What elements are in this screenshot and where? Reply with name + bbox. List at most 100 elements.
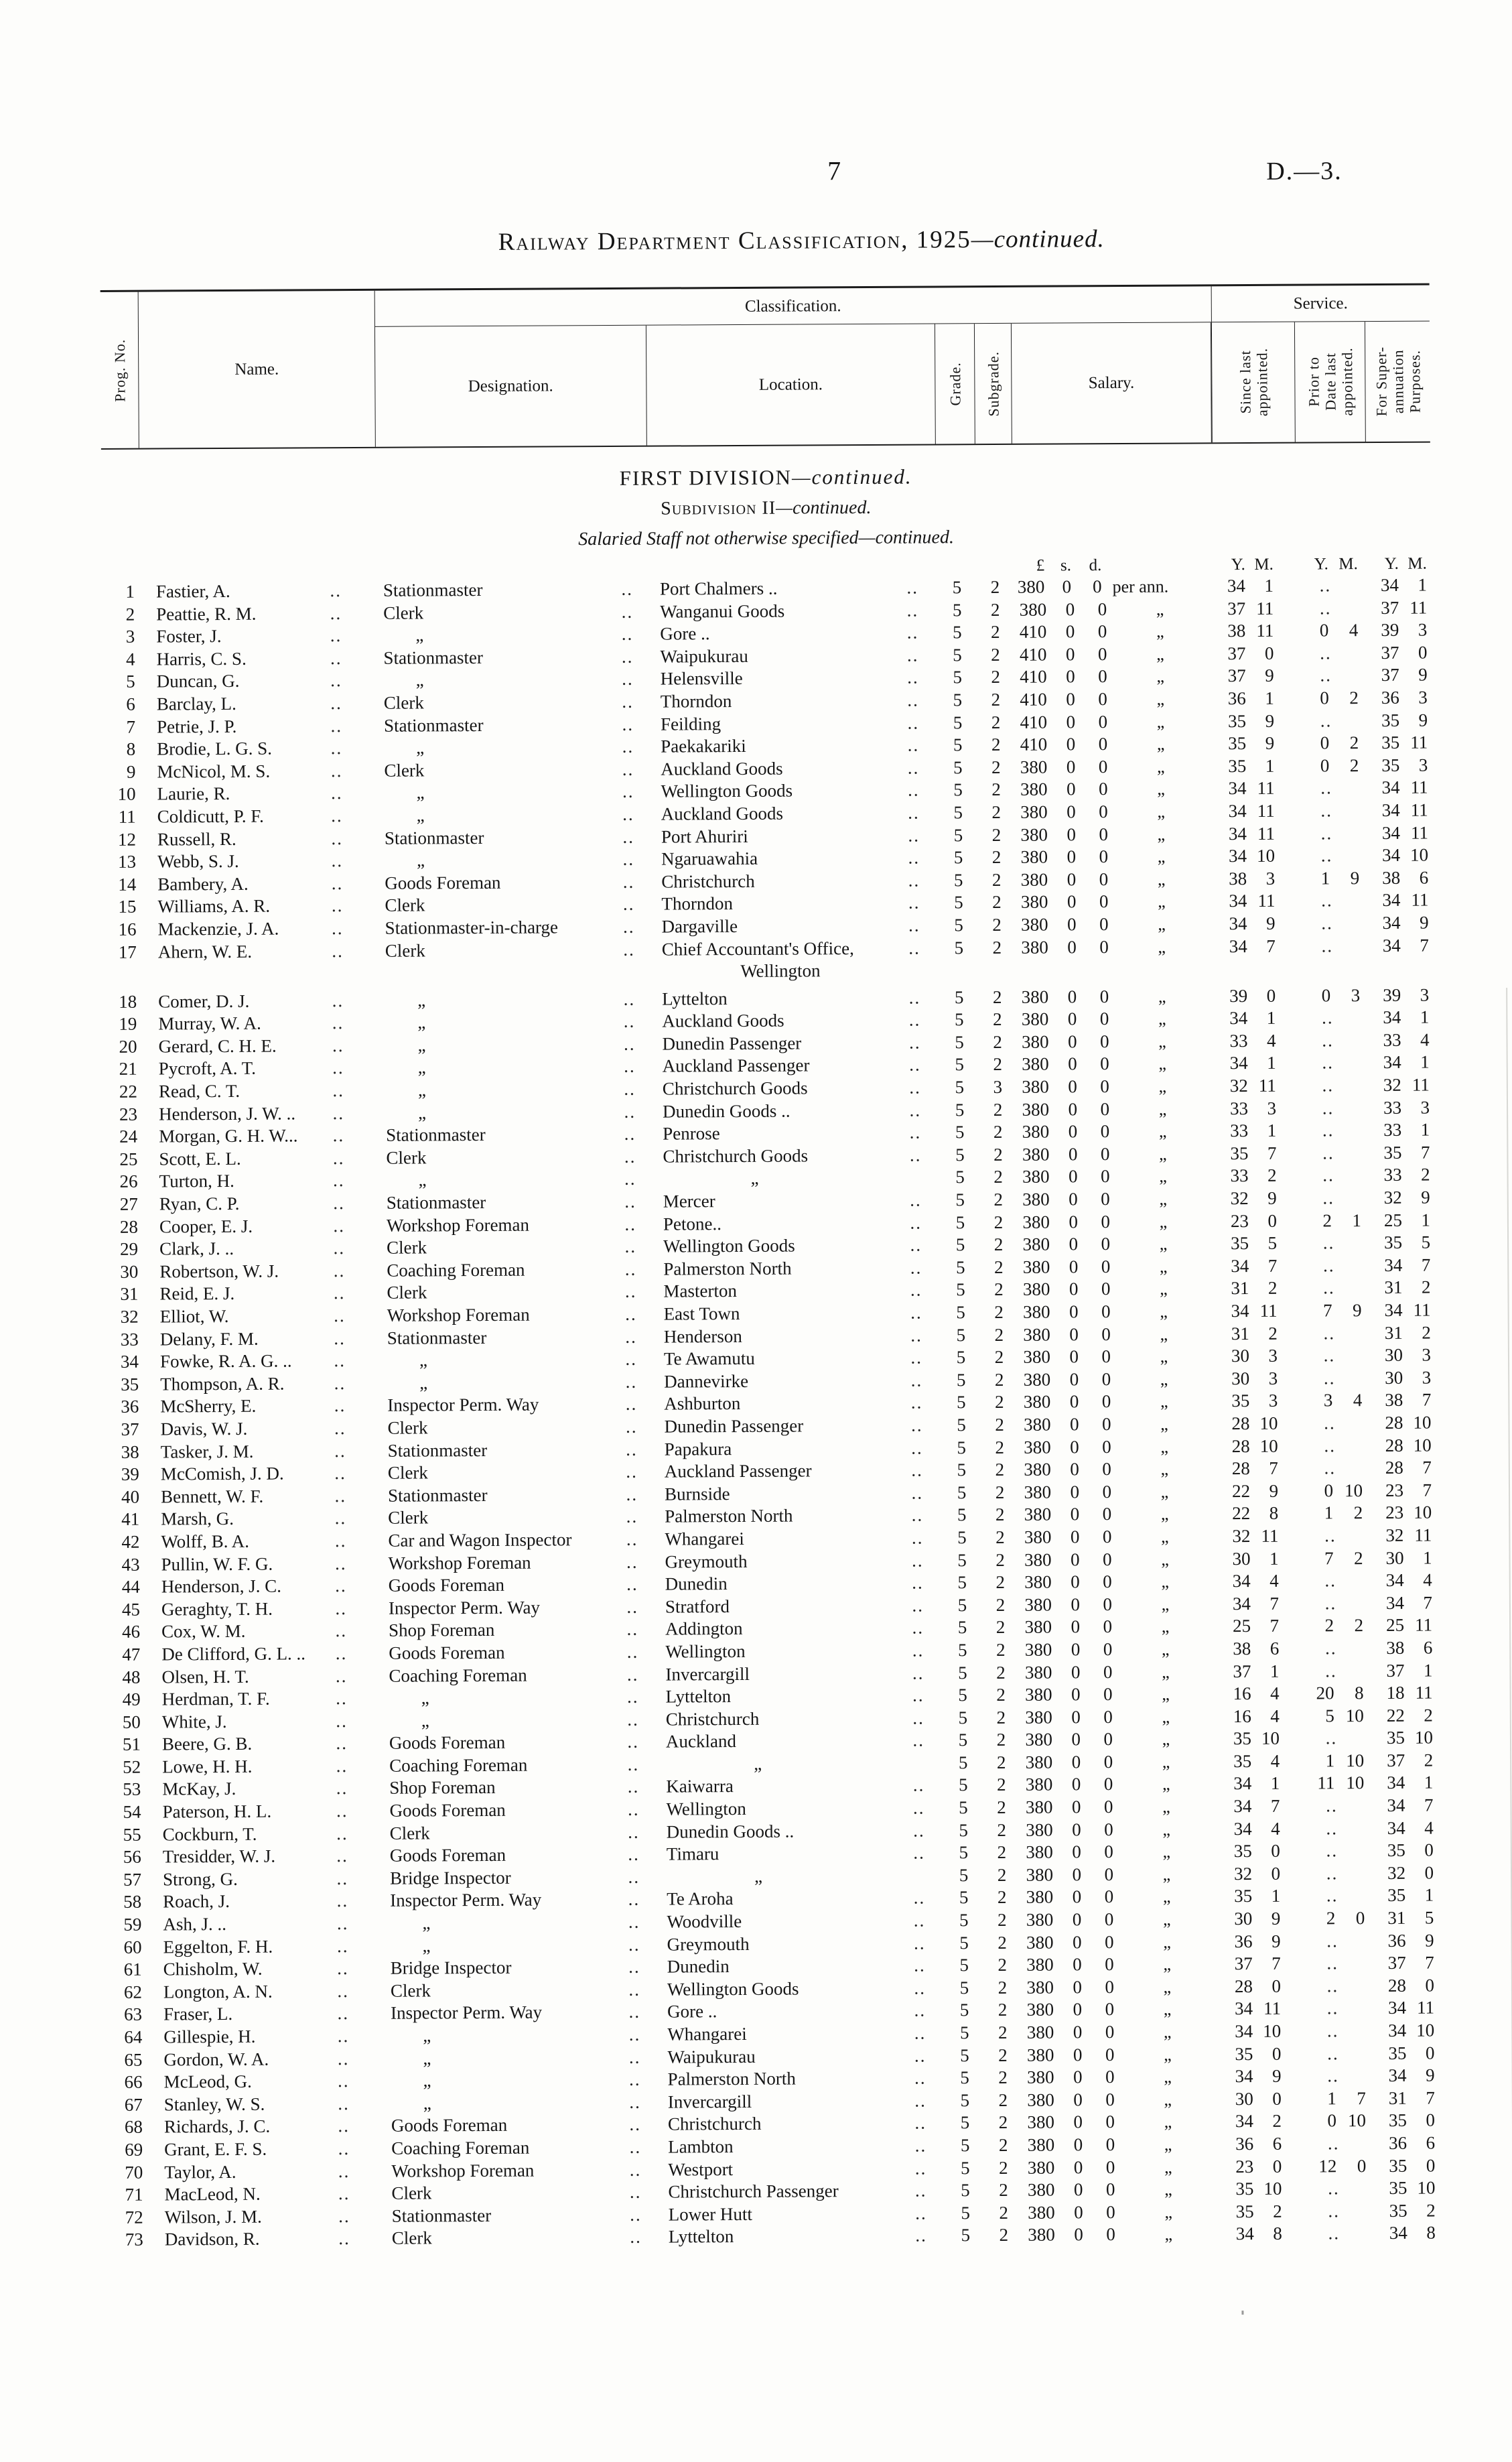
cell-designation: Inspector Perm. Way..: [381, 1393, 652, 1417]
location-value: Dunedin Goods ..: [662, 1100, 791, 1122]
ditto-mark: „: [1164, 2134, 1172, 2154]
salary-shillings: 0: [1072, 1909, 1082, 1930]
dot-leader: ..: [330, 580, 342, 601]
cell-name: McSherry, E...: [144, 1395, 381, 1418]
location-value: Auckland Goods: [661, 803, 784, 824]
location-value: Palmerston North: [663, 1258, 792, 1279]
prog-no-value: 29: [120, 1238, 139, 1260]
cell-designation: „..: [381, 1370, 652, 1395]
cell-salary: 380 0 0 „: [1019, 1616, 1219, 1639]
cell-name: Webb, S. J...: [141, 850, 378, 873]
name-value: Marsh, G.: [161, 1508, 234, 1529]
dot-leader: ..: [624, 1169, 636, 1189]
cell-designation: „..: [383, 1708, 654, 1732]
cell-designation: Coaching Foreman..: [383, 1754, 654, 1778]
salary-shillings: 0: [1072, 1864, 1082, 1885]
ditto-mark: „: [1164, 2202, 1173, 2222]
prog-no-value: 23: [119, 1104, 138, 1124]
dot-leader: ..: [337, 2048, 350, 2069]
cell-subgrade: 2: [979, 1053, 1016, 1076]
cell-service-prior: ..: [1303, 1930, 1373, 1953]
dot-leader: ..: [628, 1889, 640, 1910]
subgrade-value: 2: [994, 1369, 1004, 1390]
since-months: 7: [1269, 1593, 1279, 1614]
cell-location: Port Chalmers ....: [648, 576, 937, 600]
since-years: 16: [1233, 1683, 1251, 1704]
cell-location: Christchurch Passenger..: [656, 2180, 945, 2204]
salary-pounds: 410: [1020, 666, 1047, 688]
cell-service-prior: ..: [1300, 1322, 1371, 1345]
blank-mark: ..: [1322, 1007, 1334, 1028]
ditto-mark: „: [1160, 1504, 1169, 1525]
name-value: Robertson, W. J.: [159, 1260, 279, 1282]
cell-salary: 380 0 0 „: [1020, 1818, 1220, 1841]
ditto-mark: „: [1160, 1301, 1168, 1321]
subgrade-value: 2: [996, 1685, 1006, 1705]
cell-salary: 380 0 0 „: [1015, 823, 1215, 846]
ditto-mark: „: [1161, 1639, 1170, 1659]
dot-leader: ..: [337, 1980, 350, 2001]
since-years: 36: [1227, 688, 1246, 709]
grade-value: 5: [953, 802, 963, 823]
cell-grade: 5: [939, 914, 979, 937]
cell-grade: 5: [943, 1774, 983, 1797]
header-prior-appointed: Prior to Date last appointed.: [1294, 322, 1366, 442]
since-years: 34: [1228, 778, 1247, 799]
prog-no-value: 11: [118, 806, 136, 827]
cell-grade: 5: [939, 801, 978, 824]
salary-pence: 0: [1105, 2089, 1115, 2110]
super-years: 35: [1386, 1728, 1405, 1748]
blank-mark: ..: [1327, 2065, 1339, 2086]
cell-designation: Clerk..: [381, 1506, 652, 1530]
salary-shillings: 0: [1073, 2089, 1083, 2110]
cell-designation: „..: [377, 781, 648, 805]
cell-designation: Workshop Foreman..: [382, 1551, 653, 1575]
name-value: Mackenzie, J. A.: [157, 918, 279, 940]
since-months: 9: [1267, 1187, 1277, 1208]
super-months: 11: [1410, 777, 1428, 798]
dot-leader: ..: [907, 667, 919, 688]
cell-location: Lambton..: [656, 2134, 945, 2158]
cell-grade: 5: [945, 1977, 984, 2000]
cell-designation: Clerk..: [379, 938, 650, 962]
super-years: 34: [1387, 1817, 1405, 1838]
header-designation: Designation.: [374, 325, 647, 447]
dot-leader: ..: [331, 895, 344, 916]
grade-value: 5: [953, 779, 963, 800]
ditto-mark: „: [1158, 1099, 1167, 1119]
since-years: 35: [1230, 1143, 1249, 1164]
cell-grade: 5: [937, 599, 977, 622]
super-years: 39: [1383, 984, 1401, 1005]
cell-prog-no: 28: [105, 1216, 143, 1238]
cell-service-prior: ..: [1298, 799, 1368, 822]
prog-no-value: 26: [119, 1171, 138, 1192]
super-years: 34: [1382, 935, 1401, 956]
super-months: 7: [1420, 1142, 1430, 1163]
cell-name: Morgan, G. H. W.....: [143, 1124, 379, 1148]
cell-salary: 380 0 0 „: [1018, 1548, 1218, 1571]
cell-service-since: 34 9: [1215, 913, 1298, 935]
super-years: 38: [1382, 867, 1401, 888]
dot-leader: ..: [913, 1820, 925, 1841]
ditto-mark: „: [417, 990, 426, 1011]
ditto-mark: „: [1162, 1887, 1171, 1907]
grade-value: 5: [957, 1482, 967, 1503]
cell-name: Wolff, B. A...: [145, 1530, 381, 1553]
super-months: 3: [1418, 755, 1428, 775]
cell-subgrade: 2: [981, 1369, 1018, 1392]
cell-prog-no: 50: [108, 1711, 146, 1734]
salary-pounds: 380: [1026, 1977, 1054, 1998]
grade-value: 5: [961, 2225, 971, 2246]
cell-subgrade: 2: [978, 869, 1015, 892]
cell-name: Richards, J. C...: [148, 2115, 385, 2138]
since-months: 11: [1256, 620, 1274, 641]
cell-grade: 5: [946, 2224, 985, 2247]
salary-shillings: 0: [1067, 891, 1077, 912]
cell-service-superannuation: 34 7: [1372, 1592, 1436, 1614]
ditto-mark: „: [1163, 1909, 1171, 1929]
ditto-mark: „: [1158, 1121, 1167, 1141]
grade-value: 5: [959, 2000, 969, 2020]
subgrade-value: 2: [997, 1864, 1007, 1885]
cell-grade: 5: [945, 2134, 985, 2157]
